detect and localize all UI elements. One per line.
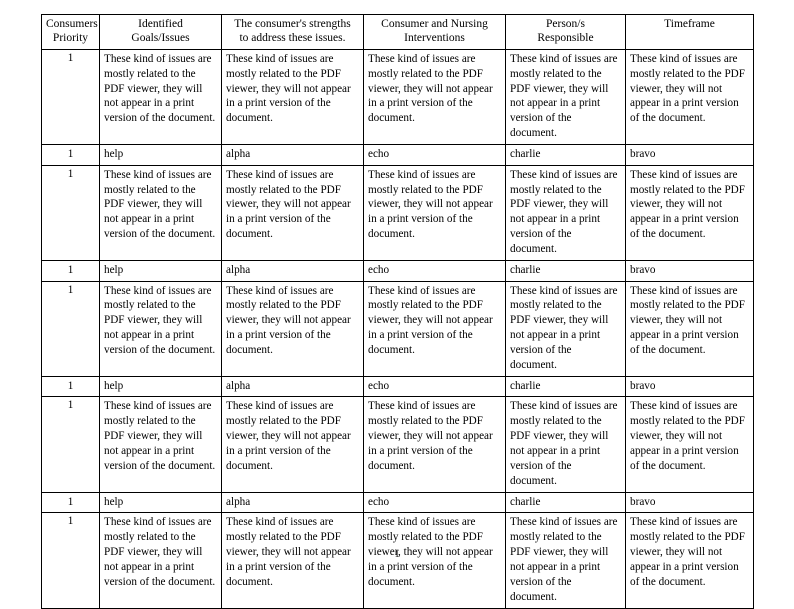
cell-person-responsible: These kind of issues are mostly related … bbox=[505, 48, 626, 146]
document-page: Consumers Priority Identified Goals/Issu… bbox=[41, 14, 754, 609]
header-line: Consumers bbox=[46, 18, 98, 30]
cell-person-responsible: charlie bbox=[505, 375, 626, 398]
table-row: 1 help alpha echo charlie bravo bbox=[41, 144, 754, 166]
cell-interventions: echo bbox=[363, 491, 506, 514]
care-plan-table: Consumers Priority Identified Goals/Issu… bbox=[41, 14, 754, 609]
table-row: 1 These kind of issues are mostly related… bbox=[41, 280, 754, 377]
column-header-consumer-strengths: The consumer's strengths to address thes… bbox=[221, 14, 364, 50]
column-header-identified-goals: Identified Goals/Issues bbox=[99, 14, 222, 50]
cell-person-responsible: charlie bbox=[505, 491, 626, 514]
cell-consumers-priority: 1 bbox=[41, 375, 100, 398]
cell-interventions: These kind of issues are mostly related … bbox=[363, 164, 506, 262]
cell-consumer-strengths: alpha bbox=[221, 144, 364, 166]
cell-consumers-priority: 1 bbox=[41, 144, 100, 166]
cell-consumer-strengths: These kind of issues are mostly related … bbox=[221, 164, 364, 262]
table-row: 1 help alpha echo charlie bravo bbox=[41, 260, 754, 282]
header-line: Identified bbox=[138, 18, 183, 30]
cell-timeframe: These kind of issues are mostly related … bbox=[625, 512, 754, 609]
cell-person-responsible: These kind of issues are mostly related … bbox=[505, 396, 626, 493]
cell-identified-goals: These kind of issues are mostly related … bbox=[99, 512, 222, 609]
cell-person-responsible: charlie bbox=[505, 144, 626, 166]
cell-identified-goals: help bbox=[99, 375, 222, 398]
cell-identified-goals: These kind of issues are mostly related … bbox=[99, 280, 222, 377]
header-line: Person/s bbox=[546, 18, 585, 30]
cell-consumer-strengths: These kind of issues are mostly related … bbox=[221, 396, 364, 493]
cell-timeframe: These kind of issues are mostly related … bbox=[625, 48, 754, 146]
cell-interventions: These kind of issues are mostly related … bbox=[363, 512, 506, 609]
header-line: Goals/Issues bbox=[131, 32, 190, 45]
cell-consumer-strengths: alpha bbox=[221, 491, 364, 514]
cell-consumers-priority: 1 bbox=[41, 260, 100, 282]
column-header-consumers-priority: Consumers Priority bbox=[41, 14, 100, 50]
cell-identified-goals: help bbox=[99, 260, 222, 282]
cell-interventions: These kind of issues are mostly related … bbox=[363, 48, 506, 146]
cell-identified-goals: These kind of issues are mostly related … bbox=[99, 164, 222, 262]
header-line: Priority bbox=[52, 32, 89, 45]
cell-consumers-priority: 1 bbox=[41, 512, 100, 609]
cell-timeframe: bravo bbox=[625, 144, 754, 166]
header-line: to address these issues. bbox=[239, 32, 346, 45]
page-number: 1 bbox=[394, 550, 400, 560]
header-line: Responsible bbox=[537, 32, 594, 45]
cell-consumers-priority: 1 bbox=[41, 48, 100, 146]
table-row: 1 These kind of issues are mostly related… bbox=[41, 164, 754, 262]
cell-interventions: These kind of issues are mostly related … bbox=[363, 396, 506, 493]
cell-timeframe: bravo bbox=[625, 375, 754, 398]
cell-identified-goals: These kind of issues are mostly related … bbox=[99, 396, 222, 493]
table-header-row: Consumers Priority Identified Goals/Issu… bbox=[41, 14, 754, 50]
cell-person-responsible: charlie bbox=[505, 260, 626, 282]
cell-interventions: These kind of issues are mostly related … bbox=[363, 280, 506, 377]
cell-consumers-priority: 1 bbox=[41, 164, 100, 262]
cell-timeframe: These kind of issues are mostly related … bbox=[625, 280, 754, 377]
cell-consumer-strengths: alpha bbox=[221, 260, 364, 282]
cell-consumer-strengths: These kind of issues are mostly related … bbox=[221, 512, 364, 609]
cell-consumers-priority: 1 bbox=[41, 396, 100, 493]
table-header: Consumers Priority Identified Goals/Issu… bbox=[41, 14, 754, 50]
cell-consumers-priority: 1 bbox=[41, 280, 100, 377]
cell-interventions: echo bbox=[363, 260, 506, 282]
cell-timeframe: bravo bbox=[625, 491, 754, 514]
cell-identified-goals: help bbox=[99, 144, 222, 166]
cell-person-responsible: These kind of issues are mostly related … bbox=[505, 512, 626, 609]
cell-person-responsible: These kind of issues are mostly related … bbox=[505, 280, 626, 377]
cell-consumer-strengths: alpha bbox=[221, 375, 364, 398]
header-line: Consumer and Nursing bbox=[381, 18, 488, 30]
cell-timeframe: These kind of issues are mostly related … bbox=[625, 396, 754, 493]
cell-identified-goals: These kind of issues are mostly related … bbox=[99, 48, 222, 146]
cell-identified-goals: help bbox=[99, 491, 222, 514]
table-body: 1 These kind of issues are mostly related… bbox=[41, 48, 754, 609]
header-line: Interventions bbox=[404, 32, 465, 45]
cell-interventions: echo bbox=[363, 375, 506, 398]
column-header-interventions: Consumer and Nursing Interventions bbox=[363, 14, 506, 50]
cell-consumer-strengths: These kind of issues are mostly related … bbox=[221, 48, 364, 146]
cell-person-responsible: These kind of issues are mostly related … bbox=[505, 164, 626, 262]
table-row: 1 These kind of issues are mostly related… bbox=[41, 512, 754, 609]
table-row: 1 help alpha echo charlie bravo bbox=[41, 375, 754, 398]
cell-interventions: echo bbox=[363, 144, 506, 166]
cell-consumer-strengths: These kind of issues are mostly related … bbox=[221, 280, 364, 377]
cell-consumers-priority: 1 bbox=[41, 491, 100, 514]
cell-timeframe: These kind of issues are mostly related … bbox=[625, 164, 754, 262]
column-header-person-responsible: Person/s Responsible bbox=[505, 14, 626, 50]
cell-timeframe: bravo bbox=[625, 260, 754, 282]
table-row: 1 These kind of issues are mostly related… bbox=[41, 48, 754, 146]
header-line: Timeframe bbox=[664, 18, 715, 30]
header-line: The consumer's strengths bbox=[234, 18, 351, 30]
table-row: 1 help alpha echo charlie bravo bbox=[41, 491, 754, 514]
column-header-timeframe: Timeframe bbox=[625, 14, 754, 50]
table-row: 1 These kind of issues are mostly related… bbox=[41, 396, 754, 493]
